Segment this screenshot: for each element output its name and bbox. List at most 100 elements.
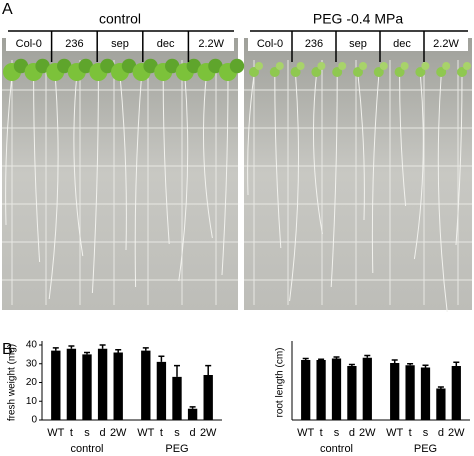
root [91,74,99,294]
error-bar [318,358,325,360]
bar [141,350,151,420]
x-tick-label: 2W [359,427,376,439]
error-bar [189,406,196,409]
bar [390,363,400,420]
bar [97,348,108,420]
x-tick-label: d [100,427,106,439]
error-bar [84,351,90,355]
x-tick-label: s [334,427,340,439]
group-label: PEG [165,443,188,455]
error-bar [115,348,122,353]
seedling [463,62,471,70]
seedling [311,67,322,77]
bar [82,354,92,420]
bar [347,366,357,420]
bar [331,358,342,420]
seedling [275,62,284,70]
seedling [249,67,259,77]
plate-title: PEG -0.4 MPa [313,11,403,27]
seedling [100,58,115,74]
root [134,74,143,288]
seedling [78,58,94,74]
error-bar [364,354,371,358]
bar [51,350,61,420]
seedling [415,67,426,77]
seedling [143,58,158,74]
bar [187,408,198,420]
header-band [6,35,234,51]
bar [436,388,446,420]
plate-photo [244,38,472,310]
column-label: 236 [65,38,83,50]
y-tick-label: 10 [26,396,38,407]
column-label: 2.2W [198,38,224,50]
seedling [332,67,343,77]
seedling [165,58,180,74]
root [455,74,463,246]
bar [451,366,461,420]
root [371,74,380,274]
x-tick-label: s [84,427,90,439]
seedling [394,67,405,77]
root [330,74,338,288]
root [437,74,448,313]
x-tick-label: 2W [448,427,465,439]
x-tick-label: s [423,427,429,439]
root [274,74,282,249]
seedling [457,67,467,77]
root [178,74,189,282]
root [5,74,13,226]
error-bar [174,364,180,377]
seedling [338,62,347,70]
x-tick-label: WT [47,427,64,439]
x-tick-label: WT [137,427,154,439]
bar [172,376,182,420]
column-label: 2.2W [433,38,459,50]
bar [405,365,415,420]
y-axis-label: root length (cm) [275,347,286,417]
root [33,74,41,263]
seedling [400,62,409,70]
seedling [186,58,201,74]
y-tick-label: 0 [31,415,37,426]
x-tick-label: t [70,427,73,439]
error-bar [333,356,340,359]
column-label: Col-0 [16,38,42,50]
seedling [442,62,451,70]
bar [301,360,311,420]
x-tick-label: 2W [110,427,127,439]
panel-label: A [2,1,13,18]
root [48,74,59,300]
error-bar [99,344,106,349]
error-bar [142,347,149,351]
x-tick-label: t [409,427,412,439]
error-bar [407,363,414,366]
column-label: Col-0 [257,38,283,50]
y-tick-label: 40 [26,340,38,351]
seedling [359,62,367,70]
seedling [229,58,245,74]
column-label: sep [111,38,129,50]
seedling [436,67,447,77]
root [413,74,424,260]
bar [316,360,326,420]
root [247,74,255,196]
error-bar [453,361,460,366]
x-tick-label: WT [386,427,403,439]
column-label: 236 [305,38,323,50]
error-bar [422,364,429,368]
root [73,74,84,257]
header-band [248,35,468,51]
error-bar [52,347,59,351]
x-tick-label: t [160,427,163,439]
seedling [296,62,305,70]
x-tick-label: 2W [200,427,217,439]
bar [420,367,431,420]
error-bar [158,355,165,362]
x-tick-label: t [320,427,323,439]
x-tick-label: d [349,427,355,439]
seedling [290,67,301,77]
y-tick-label: 20 [26,377,38,388]
seedling [35,58,50,74]
